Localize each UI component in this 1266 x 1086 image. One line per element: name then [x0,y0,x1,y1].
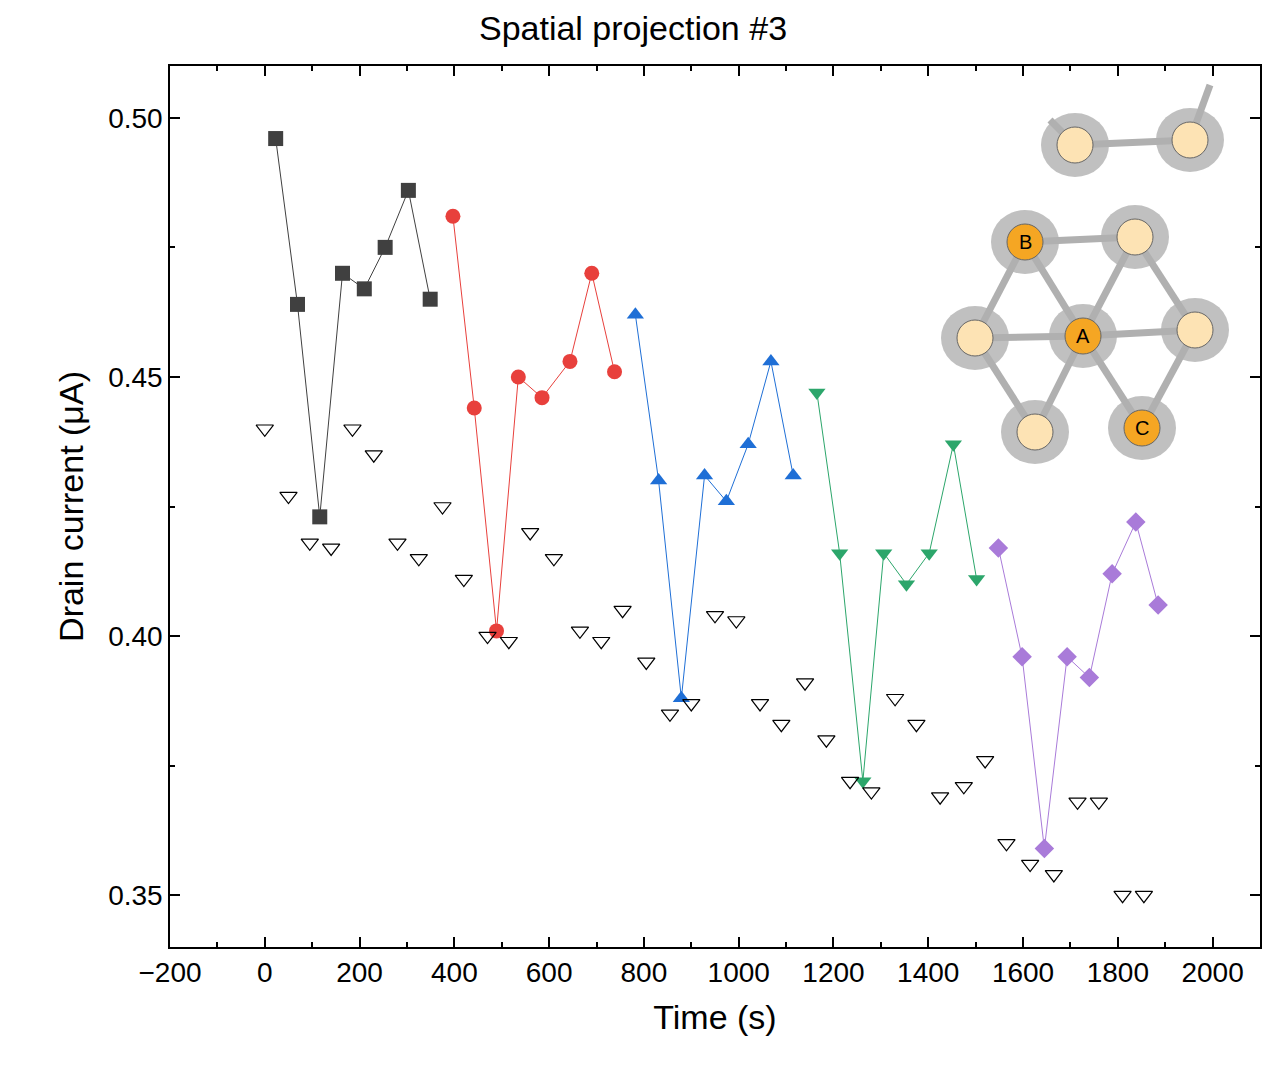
svg-text:B: B [1019,231,1032,253]
svg-text:A: A [1076,325,1090,347]
svg-text:0.35: 0.35 [108,880,163,911]
svg-text:200: 200 [336,957,383,988]
svg-text:0.50: 0.50 [108,103,163,134]
svg-text:Time (s): Time (s) [653,998,776,1036]
svg-text:Drain current (μA): Drain current (μA) [52,371,90,642]
svg-text:1200: 1200 [802,957,864,988]
svg-text:0.45: 0.45 [108,362,163,393]
svg-text:−200: −200 [138,957,201,988]
svg-text:C: C [1135,417,1149,439]
svg-text:800: 800 [621,957,668,988]
svg-text:2000: 2000 [1181,957,1243,988]
svg-text:1600: 1600 [992,957,1054,988]
svg-text:0: 0 [257,957,273,988]
svg-text:1400: 1400 [897,957,959,988]
svg-text:Spatial projection #3: Spatial projection #3 [479,9,787,47]
svg-text:0.40: 0.40 [108,621,163,652]
svg-text:1000: 1000 [708,957,770,988]
svg-text:400: 400 [431,957,478,988]
svg-text:600: 600 [526,957,573,988]
svg-text:1800: 1800 [1087,957,1149,988]
